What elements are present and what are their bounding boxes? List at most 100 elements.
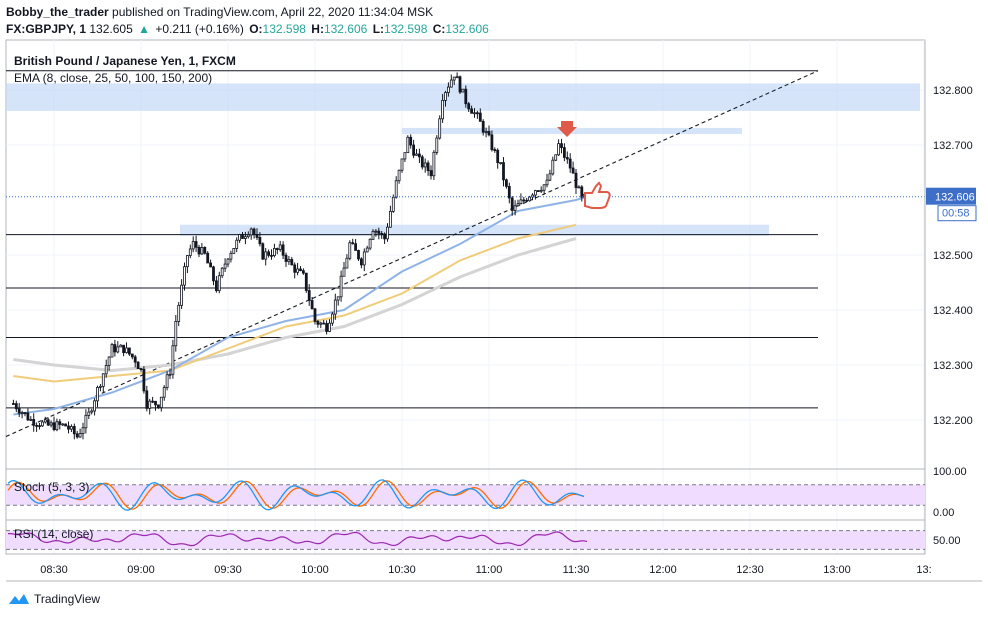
candle-body xyxy=(23,412,27,415)
countdown-box xyxy=(937,205,977,222)
candle-body xyxy=(232,248,236,254)
candle-body xyxy=(41,421,44,427)
candle-body xyxy=(284,254,288,262)
candle-body xyxy=(467,103,471,110)
candle-body xyxy=(487,131,491,136)
candle-body xyxy=(377,230,381,234)
candle-body xyxy=(87,411,91,416)
candle-body xyxy=(133,356,137,363)
candle-body xyxy=(214,280,218,292)
candle-body xyxy=(519,199,523,205)
candle-body xyxy=(217,275,221,292)
candle-body xyxy=(368,238,372,249)
candle-body xyxy=(348,242,352,259)
candle-body xyxy=(287,259,291,262)
time-tick-label: 13:00 xyxy=(823,564,851,576)
candle-body xyxy=(229,252,233,260)
candle-body xyxy=(145,390,149,409)
candle-body xyxy=(191,241,195,250)
candle-body xyxy=(499,162,503,164)
candle-body xyxy=(383,233,387,240)
candle-body xyxy=(438,118,442,139)
rsi-band xyxy=(6,530,925,550)
candle-body xyxy=(180,284,184,306)
candle-body xyxy=(246,234,250,238)
candle-body xyxy=(330,313,334,324)
candle-body xyxy=(46,419,50,426)
candle-body xyxy=(67,425,70,430)
candle-body xyxy=(406,136,410,154)
candle-body xyxy=(493,149,497,151)
candle-body xyxy=(52,422,56,431)
trend-line xyxy=(5,70,819,437)
candle-body xyxy=(504,179,508,187)
close-label: C: xyxy=(432,22,446,36)
candle-body xyxy=(188,248,192,256)
stoch-band xyxy=(6,484,925,506)
candle-body xyxy=(281,244,285,256)
candle-body xyxy=(267,251,271,256)
candle-body xyxy=(223,263,227,269)
time-tick-label: 13: xyxy=(916,564,931,576)
ema-200-line xyxy=(13,237,577,373)
candle-body xyxy=(293,264,297,273)
candle-body xyxy=(101,373,105,387)
candle-body xyxy=(484,131,488,133)
candle-body xyxy=(168,373,172,376)
high-value: 132.606 xyxy=(323,22,368,36)
price-tick-label: 132.700 xyxy=(933,140,973,152)
candle-body xyxy=(496,149,500,164)
candle-body xyxy=(403,152,407,160)
candle-body xyxy=(510,197,514,211)
candle-body xyxy=(171,345,175,375)
candle-body xyxy=(475,112,479,115)
candle-body xyxy=(525,199,529,202)
tradingview-logo-icon[interactable] xyxy=(8,592,30,606)
candle-body xyxy=(473,112,476,115)
candle-body xyxy=(183,266,186,286)
candle-body xyxy=(249,228,253,236)
support-resistance-zone xyxy=(180,224,769,236)
candle-body xyxy=(568,158,572,169)
candle-body xyxy=(203,246,207,254)
candle-body xyxy=(455,76,459,79)
candle-body xyxy=(528,196,531,202)
candle-body xyxy=(554,154,558,161)
candle-body xyxy=(458,76,462,93)
candle-body xyxy=(319,322,323,325)
candle-body xyxy=(507,186,511,199)
candle-body xyxy=(542,184,546,191)
candle-body xyxy=(296,268,300,273)
stoch-k-line xyxy=(7,479,585,511)
candle-body xyxy=(345,257,349,269)
candle-body xyxy=(90,410,94,413)
publish-line: Bobby_the_trader published on TradingVie… xyxy=(6,4,491,21)
change-value: +0.211 (+0.16%) xyxy=(155,22,244,36)
candle-body xyxy=(464,88,468,105)
candle-body xyxy=(55,421,59,431)
current-price-tag xyxy=(926,187,976,205)
candle-body xyxy=(400,158,404,171)
candle-body xyxy=(151,400,155,403)
time-tick-label: 09:30 xyxy=(214,564,242,576)
candle-body xyxy=(362,251,366,266)
candle-body xyxy=(11,403,15,405)
candle-body xyxy=(574,172,578,188)
candle-body xyxy=(490,134,494,150)
time-tick-label: 10:00 xyxy=(301,564,329,576)
candle-body xyxy=(328,322,331,332)
candle-body xyxy=(226,258,230,265)
candle-body xyxy=(104,365,108,375)
candle-body xyxy=(539,189,543,192)
stoch-label: Stoch (5, 3, 3) xyxy=(14,480,89,494)
candle-body xyxy=(481,120,485,133)
candle-body xyxy=(29,419,33,421)
candle-body xyxy=(432,151,436,177)
candle-body xyxy=(333,299,337,315)
brand-name[interactable]: TradingView xyxy=(34,592,101,606)
price-tick-label: 132.500 xyxy=(933,250,973,262)
candle-body xyxy=(212,266,215,282)
author-name[interactable]: Bobby_the_trader xyxy=(6,5,109,19)
candle-body xyxy=(156,404,160,409)
